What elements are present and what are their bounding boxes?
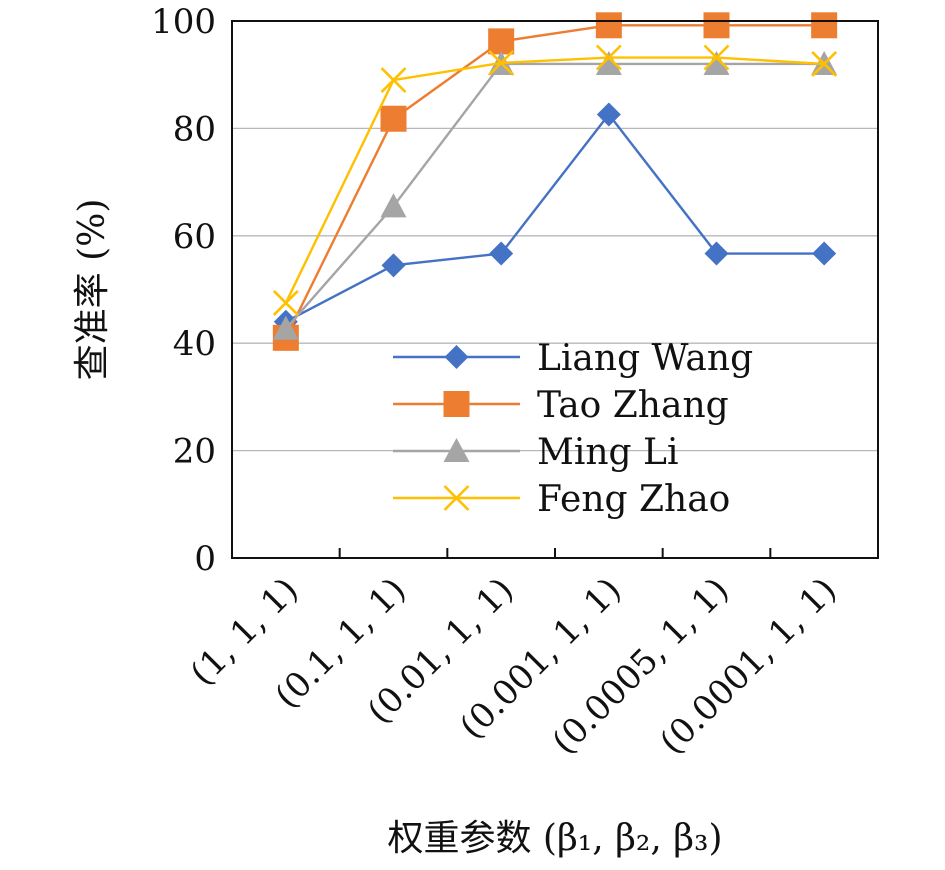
x-axis-title: 权重参数 (β₁, β₂, β₃) — [387, 818, 722, 859]
legend-marker — [443, 485, 470, 511]
data-point — [703, 50, 730, 76]
legend-marker — [444, 345, 469, 369]
data-point — [272, 290, 299, 316]
data-point — [812, 241, 837, 266]
series-line — [285, 112, 825, 323]
data-point — [272, 315, 299, 340]
legend-label: Feng Zhao — [537, 479, 730, 520]
legend-item: Tao Zhang — [393, 385, 729, 426]
plot-series — [272, 12, 838, 351]
y-tick-label: 80 — [173, 109, 216, 149]
legend-label: Tao Zhang — [537, 385, 729, 426]
series-feng-zhao — [272, 44, 838, 316]
data-point — [380, 105, 407, 132]
legend-item: Liang Wang — [393, 338, 753, 379]
data-point — [488, 28, 515, 55]
y-tick-label: 20 — [173, 432, 216, 472]
y-tick-label: 60 — [173, 217, 216, 257]
y-tick-label: 40 — [173, 324, 216, 364]
data-point — [488, 49, 515, 76]
y-tick-label: 0 — [194, 539, 216, 579]
data-point — [380, 193, 407, 218]
data-point — [595, 12, 622, 39]
data-point — [381, 253, 406, 278]
series-line — [284, 62, 825, 330]
data-point — [380, 67, 407, 93]
y-tick-label: 100 — [151, 2, 216, 42]
y-axis-ticks: 0 20 40 60 80 100 — [151, 2, 216, 579]
plot-frame — [231, 20, 879, 559]
data-point — [595, 50, 622, 76]
series-liang-wang — [273, 102, 837, 334]
series-line — [284, 56, 825, 304]
data-point — [811, 12, 838, 39]
x-axis-ticks: (1, 1, 1)(0.1, 1, 1)(0.01, 1, 1)(0.001, … — [183, 548, 845, 762]
legend-marker — [443, 438, 470, 463]
data-point — [703, 12, 730, 39]
legend: Liang Wang Tao Zhang Ming Li Feng Zhao — [393, 338, 753, 520]
series-tao-zhang — [272, 12, 838, 351]
data-point — [811, 51, 838, 77]
data-point — [703, 44, 730, 71]
series-line — [284, 24, 825, 339]
legend-marker — [443, 391, 470, 417]
data-point — [704, 241, 729, 266]
legend-label: Liang Wang — [537, 338, 753, 379]
data-point — [489, 241, 514, 266]
series-ming-li — [272, 50, 838, 340]
data-point — [595, 44, 622, 71]
legend-item: Feng Zhao — [393, 479, 730, 520]
legend-label: Ming Li — [537, 432, 678, 473]
legend-item: Ming Li — [393, 432, 678, 473]
data-point — [596, 102, 621, 127]
y-axis-title: 查准率 (%) — [72, 199, 113, 381]
gridlines — [232, 127, 878, 452]
